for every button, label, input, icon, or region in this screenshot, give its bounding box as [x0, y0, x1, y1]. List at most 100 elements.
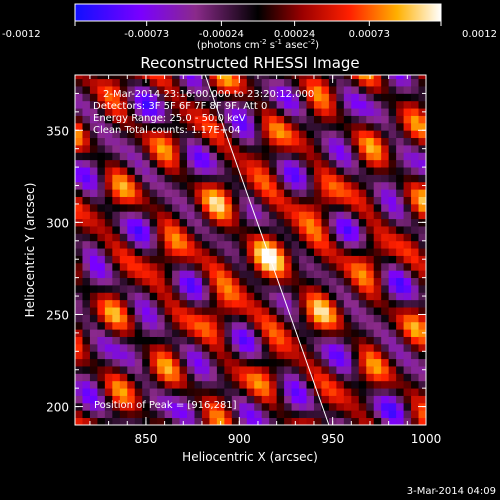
heatmap-cell [134, 122, 143, 131]
heatmap-cell [134, 336, 143, 345]
heatmap-cell [224, 130, 233, 139]
heatmap-cell [411, 343, 419, 352]
heatmap-cell [388, 343, 397, 352]
heatmap-cell [112, 373, 121, 382]
heatmap-cell [209, 410, 218, 419]
heatmap-cell [179, 329, 188, 337]
heatmap-cell [201, 181, 210, 190]
heatmap-cell [366, 410, 375, 419]
heatmap-cell [254, 86, 263, 94]
heatmap-cell [411, 78, 419, 87]
heatmap-cell [291, 343, 300, 352]
heatmap-cell [358, 233, 367, 242]
heatmap-cell [97, 277, 106, 286]
heatmap-cell [343, 336, 352, 345]
heatmap-cell [231, 255, 240, 264]
heatmap-cell [112, 329, 121, 337]
heatmap-cell [209, 351, 218, 360]
heatmap-cell [164, 307, 173, 315]
heatmap-cell [373, 75, 382, 80]
heatmap-cell [403, 366, 412, 374]
heatmap-cell [187, 174, 195, 183]
heatmap-cell [224, 218, 233, 227]
heatmap-cell [89, 115, 98, 124]
heatmap-cell [112, 307, 121, 315]
heatmap-cell [97, 130, 106, 139]
heatmap-cell [276, 78, 285, 87]
heatmap-cell [411, 196, 419, 205]
heatmap-cell [306, 262, 315, 271]
heatmap-cell [276, 366, 285, 374]
heatmap-cell [134, 321, 143, 330]
heatmap-cell [179, 358, 188, 367]
heatmap-cell [403, 130, 412, 139]
heatmap-cell [75, 240, 83, 249]
heatmap-cell [239, 270, 248, 279]
heatmap-cell [142, 351, 151, 360]
heatmap-cell [224, 233, 233, 242]
heatmap-cell [411, 130, 419, 139]
heatmap-cell [82, 343, 91, 352]
heatmap-cell [403, 218, 412, 227]
heatmap-cell [254, 233, 263, 242]
heatmap-cell [112, 159, 121, 168]
heatmap-cell [343, 388, 352, 396]
heatmap-cell [149, 255, 158, 264]
heatmap-cell [194, 255, 203, 264]
heatmap-cell [328, 321, 337, 330]
heatmap-cell [351, 292, 360, 301]
heatmap-cell [254, 159, 263, 168]
heatmap-cell [187, 159, 195, 168]
heatmap-cell [216, 314, 225, 323]
heatmap-cell [299, 115, 307, 124]
heatmap-cell [388, 277, 397, 286]
heatmap-cell [373, 299, 382, 308]
heatmap-cell [366, 307, 375, 315]
heatmap-cell [172, 159, 180, 168]
heatmap-cell [75, 336, 83, 345]
heatmap-cell [231, 75, 240, 80]
heatmap-cell [276, 181, 285, 190]
heatmap-cell [112, 115, 121, 124]
heatmap-cell [157, 292, 166, 301]
heatmap-cell [276, 189, 285, 197]
heatmap-cell [254, 388, 263, 396]
heatmap-cell [388, 86, 397, 94]
heatmap-cell [216, 152, 225, 161]
heatmap-cell [366, 314, 375, 323]
heatmap-cell [112, 137, 121, 146]
heatmap-cell [142, 145, 151, 153]
heatmap-cell [112, 262, 121, 271]
heatmap-cell [276, 262, 285, 271]
heatmap-cell [209, 122, 218, 131]
heatmap-cell [261, 167, 270, 175]
colorbar-tick-label: 0.0012 [462, 29, 497, 40]
heatmap-cell [351, 358, 360, 367]
heatmap-cell [388, 145, 397, 153]
heatmap-cell [194, 196, 203, 205]
heatmap-cell [403, 196, 412, 205]
heatmap-cell [239, 115, 248, 124]
heatmap-cell [403, 410, 412, 419]
heatmap-cell [328, 218, 337, 227]
heatmap-cell [187, 203, 195, 212]
heatmap-cell [396, 388, 404, 396]
heatmap-cell [216, 351, 225, 360]
heatmap-cell [328, 395, 337, 404]
heatmap-cell [194, 240, 203, 249]
heatmap-cell [381, 373, 390, 382]
heatmap-cell [172, 226, 180, 234]
heatmap-cell [164, 196, 173, 205]
heatmap-cell [381, 270, 390, 279]
heatmap-cell [313, 292, 322, 301]
heatmap-cell [321, 108, 330, 116]
heatmap-cell [134, 373, 143, 382]
heatmap-cell [328, 285, 337, 293]
heatmap-cell [284, 417, 292, 425]
heatmap-cell [134, 248, 143, 256]
heatmap-cell [82, 402, 91, 411]
heatmap-cell [97, 410, 106, 419]
heatmap-cell [321, 189, 330, 197]
heatmap-cell [231, 314, 240, 323]
heatmap-cell [112, 203, 121, 212]
